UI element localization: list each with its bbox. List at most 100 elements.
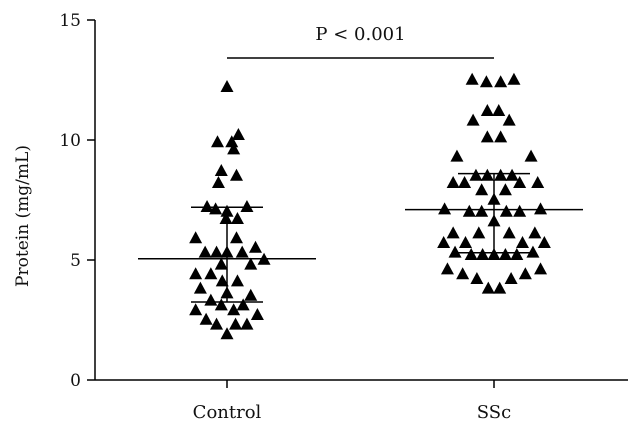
data-point-triangle <box>480 104 494 116</box>
data-point-triangle <box>204 293 218 306</box>
data-point-triangle <box>456 267 470 280</box>
data-point-triangle <box>479 75 493 88</box>
data-point-triangle <box>507 72 521 85</box>
data-point-triangle <box>480 168 494 181</box>
data-point-triangle <box>230 274 244 287</box>
data-point-triangle <box>189 303 203 316</box>
data-point-triangle <box>199 312 213 325</box>
data-point-triangle <box>229 317 243 330</box>
data-point-triangle <box>498 248 512 260</box>
y-tick-label: 5 <box>70 251 81 271</box>
data-point-triangle <box>470 272 484 284</box>
y-tick-label: 15 <box>59 11 81 31</box>
x-tick-label: Control <box>193 402 262 423</box>
data-point-triangle <box>214 298 228 311</box>
data-point-triangle <box>534 262 548 275</box>
data-point-triangle <box>499 204 513 217</box>
data-point-triangle <box>438 202 452 215</box>
data-point-triangle <box>220 327 234 340</box>
data-point-triangle <box>225 135 239 148</box>
data-point-triangle <box>210 317 224 330</box>
data-point-triangle <box>448 245 462 258</box>
data-point-triangle <box>211 176 225 188</box>
data-point-triangle <box>462 204 476 217</box>
data-point-triangle <box>475 204 489 217</box>
data-point-triangle <box>214 164 228 176</box>
data-point-triangle <box>502 226 516 239</box>
data-points <box>189 72 551 340</box>
data-point-triangle <box>513 176 527 188</box>
x-tick-label: SSc <box>477 402 511 423</box>
data-point-triangle <box>240 200 254 212</box>
data-point-triangle <box>240 317 254 330</box>
data-point-triangle <box>446 226 460 239</box>
data-point-triangle <box>464 248 478 260</box>
data-point-triangle <box>481 281 495 294</box>
data-point-triangle <box>210 245 224 258</box>
data-point-triangle <box>526 245 540 258</box>
data-point-triangle <box>476 248 490 260</box>
data-point-triangle <box>227 303 241 316</box>
data-point-triangle <box>494 75 508 88</box>
data-point-triangle <box>204 267 218 280</box>
data-point-triangle <box>230 168 243 181</box>
data-point-triangle <box>193 281 207 294</box>
data-point-triangle <box>235 245 249 258</box>
data-point-triangle <box>437 236 451 248</box>
data-point-triangle <box>534 202 548 215</box>
data-point-triangle <box>492 104 506 116</box>
data-point-triangle <box>475 183 489 196</box>
data-point-triangle <box>469 168 483 181</box>
data-point-triangle <box>189 267 203 280</box>
data-point-triangle <box>524 149 538 162</box>
data-point-triangle <box>518 267 532 280</box>
data-point-triangle <box>498 183 512 196</box>
data-point-triangle <box>528 226 542 239</box>
data-point-triangle <box>200 200 214 212</box>
data-point-triangle <box>446 176 460 188</box>
data-point-triangle <box>440 262 454 275</box>
data-point-triangle <box>466 113 480 126</box>
data-point-triangle <box>230 212 244 224</box>
data-point-triangle <box>502 113 516 126</box>
axes: 0 5 10 15 Control SSc <box>59 11 628 423</box>
data-point-triangle <box>510 248 524 260</box>
data-point-triangle <box>480 130 494 143</box>
data-point-triangle <box>513 204 527 217</box>
data-point-triangle <box>537 236 551 248</box>
significance-annotation: P < 0.001 <box>227 24 494 59</box>
data-point-triangle <box>472 226 486 239</box>
data-point-triangle <box>504 272 518 284</box>
data-point-triangle <box>211 135 224 148</box>
data-point-triangle <box>450 149 464 162</box>
data-point-triangle <box>493 281 507 294</box>
data-point-triangle <box>198 245 212 258</box>
error-bars <box>138 172 583 303</box>
data-point-triangle <box>487 248 501 260</box>
y-axis-label: Protein (mg/mL) <box>13 145 33 287</box>
y-tick-label: 10 <box>59 131 81 151</box>
data-point-triangle <box>458 176 472 188</box>
data-point-triangle <box>249 240 262 253</box>
data-point-triangle <box>244 288 258 301</box>
data-point-triangle <box>220 80 234 92</box>
data-point-triangle <box>494 168 508 181</box>
data-point-triangle <box>244 257 258 270</box>
data-point-triangle <box>250 308 264 320</box>
data-point-triangle <box>231 128 245 140</box>
data-point-triangle <box>236 298 250 311</box>
data-point-triangle <box>227 142 241 155</box>
data-point-triangle <box>494 130 508 143</box>
y-tick-label: 0 <box>70 371 81 391</box>
data-point-triangle <box>516 236 529 248</box>
p-value-label: P < 0.001 <box>315 24 405 45</box>
data-point-triangle <box>189 231 203 244</box>
data-point-triangle <box>209 202 223 215</box>
data-point-triangle <box>230 231 243 244</box>
data-point-triangle <box>215 274 229 287</box>
data-point-triangle <box>531 176 545 188</box>
data-point-triangle <box>505 168 519 181</box>
data-point-triangle <box>465 72 479 85</box>
data-point-triangle <box>219 212 233 224</box>
